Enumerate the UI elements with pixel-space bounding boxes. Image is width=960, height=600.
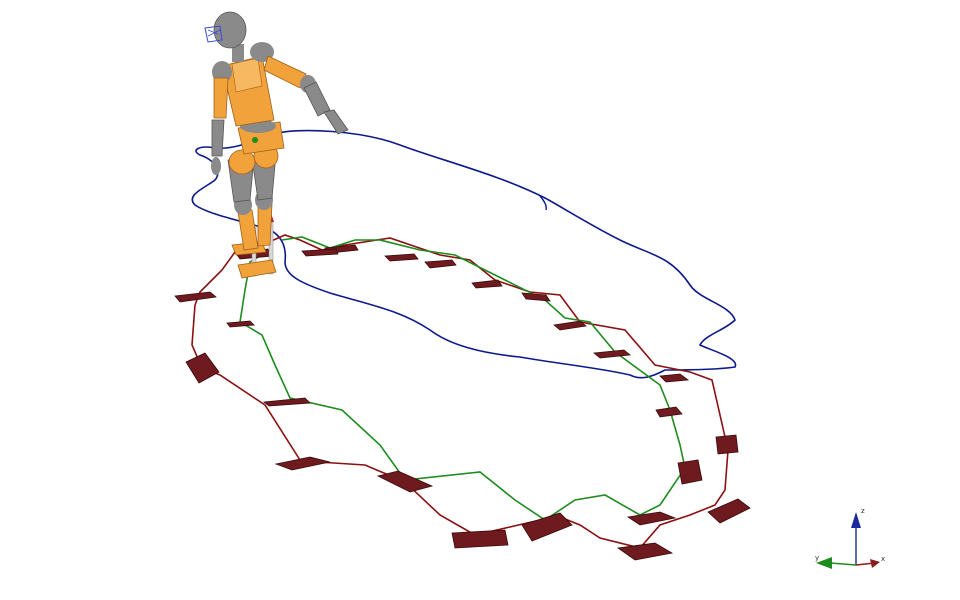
footstep <box>521 292 551 302</box>
robot-right-forearm <box>303 81 331 117</box>
robot-chest <box>231 57 263 93</box>
footstep <box>593 349 631 359</box>
robot-neck <box>232 44 244 62</box>
footstep <box>715 434 739 455</box>
footstep <box>376 470 434 493</box>
footstep <box>451 529 509 549</box>
robot-head-sensor <box>204 25 223 43</box>
footstep <box>301 248 339 257</box>
axis-triad: z x y <box>815 507 885 569</box>
z-axis-arrow <box>851 512 861 528</box>
robot-right-upper-arm <box>263 55 307 89</box>
robot-hip <box>228 149 256 175</box>
z-axis-label: z <box>861 507 865 515</box>
footstep <box>274 456 331 471</box>
y-axis <box>829 562 857 566</box>
footstep <box>471 279 503 289</box>
footstep <box>677 459 703 485</box>
robot-right-hand <box>323 109 349 135</box>
com-marker <box>252 137 258 143</box>
x-axis-label: x <box>881 555 885 563</box>
footstep <box>424 259 457 269</box>
humanoid-robot <box>204 11 349 279</box>
robot-left-upper-arm <box>213 77 229 119</box>
footstep <box>174 291 217 303</box>
footstep <box>185 352 220 384</box>
robot-right-shin <box>257 203 273 247</box>
footstep <box>707 498 751 524</box>
y-axis-label: y <box>815 554 819 562</box>
footstep <box>659 373 690 383</box>
footsteps <box>174 244 751 561</box>
robot-left-forearm <box>211 119 225 157</box>
robot-left-hand <box>211 157 221 175</box>
robot-head-sensor <box>207 29 221 37</box>
footstep <box>553 320 587 331</box>
footstep <box>626 511 677 526</box>
footstep <box>521 512 573 542</box>
y-axis-arrow <box>816 557 832 569</box>
swing-path-outer <box>191 234 729 549</box>
robot-foot <box>237 259 277 279</box>
footstep <box>384 253 419 262</box>
x-axis-arrow <box>870 559 880 568</box>
swing-path-inner <box>239 236 686 521</box>
robot-shoulder <box>212 61 232 83</box>
footstep <box>262 397 311 407</box>
com-trajectory <box>191 129 737 379</box>
robot-head <box>213 11 247 49</box>
com-trajectory-kink <box>539 195 547 211</box>
footstep <box>226 320 255 328</box>
footstep <box>616 542 674 561</box>
footstep <box>655 406 683 418</box>
